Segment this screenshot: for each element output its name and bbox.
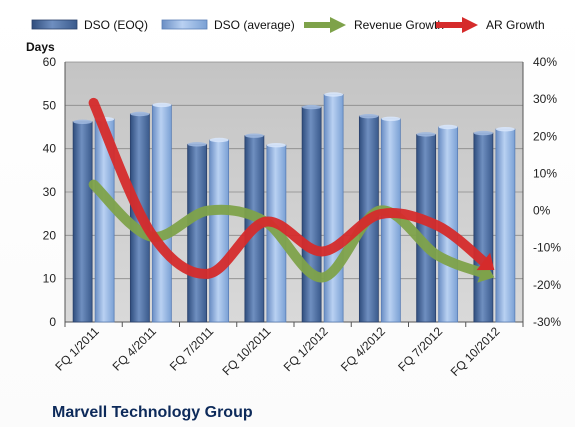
y2-tick-label: 20% <box>533 129 557 143</box>
chart-title: Marvell Technology Group <box>52 404 253 421</box>
y-tick-label: 40 <box>43 142 57 156</box>
y2-tick-label: -30% <box>533 315 561 329</box>
bar-top <box>324 92 344 97</box>
bar-top <box>302 104 322 110</box>
bar-top <box>438 124 458 130</box>
bar-top <box>473 130 493 136</box>
y-tick-label: 50 <box>43 98 57 112</box>
legend-arrow-ar-growth <box>462 17 478 33</box>
x-tick-label: FQ 4/2011 <box>110 324 160 374</box>
bar-top <box>266 143 286 148</box>
y-tick-label: 0 <box>49 315 56 329</box>
legend-label-ar-growth: AR Growth <box>486 18 545 32</box>
x-tick-label: FQ 7/2011 <box>167 324 217 374</box>
ar-growth-arrowhead <box>476 252 495 271</box>
legend-arrow-revenue-growth <box>330 17 346 33</box>
bar-top <box>244 133 264 138</box>
y2-tick-label: 10% <box>533 166 557 180</box>
bar-dso-eoq <box>187 143 208 323</box>
ar-growth-line <box>88 97 491 279</box>
bar-dso-eoq <box>473 132 494 323</box>
y-tick-label: 60 <box>43 55 57 69</box>
y-axis-title: Days <box>26 40 55 54</box>
bar-top <box>416 132 436 137</box>
y-tick-label: 30 <box>43 185 57 199</box>
bar-dso-average <box>495 128 516 323</box>
legend-label-dso-eoq-: DSO (EOQ) <box>84 18 148 32</box>
y2-tick-label: -20% <box>533 278 561 292</box>
revenue-growth-arrowhead <box>477 262 495 283</box>
x-tick-label: FQ 1/2012 <box>281 324 331 374</box>
bar-top <box>187 142 207 147</box>
bar-top <box>359 113 379 119</box>
y-tick-label: 20 <box>43 228 57 242</box>
bar-top <box>209 137 229 143</box>
x-tick-label: FQ 10/2011 <box>219 324 273 378</box>
legend-label-dso-average-: DSO (average) <box>214 18 295 32</box>
y2-tick-label: 40% <box>533 55 557 69</box>
y2-tick-label: -10% <box>533 241 561 255</box>
legend-swatch-dso-eoq- <box>31 19 78 30</box>
bar-top <box>73 119 93 125</box>
bar-dso-average <box>209 139 230 323</box>
bar-dso-eoq <box>301 106 322 323</box>
x-tick-label: FQ 10/2012 <box>448 324 503 379</box>
x-tick-label: FQ 7/2012 <box>395 324 445 374</box>
bar-dso-average <box>151 104 172 323</box>
bar-dso-eoq <box>72 121 93 323</box>
y2-tick-label: 0% <box>533 204 551 218</box>
legend-label-revenue-growth: Revenue Growth <box>354 18 444 32</box>
y2-tick-label: 30% <box>533 92 557 106</box>
bar-top <box>381 116 401 121</box>
bar-dso-average <box>323 94 344 323</box>
x-tick-label: FQ 4/2012 <box>338 324 388 374</box>
bar-top <box>495 126 515 132</box>
bar-top <box>130 111 150 117</box>
y-tick-label: 10 <box>43 272 57 286</box>
x-tick-label: FQ 1/2011 <box>52 324 102 374</box>
bar-top <box>152 102 172 108</box>
legend-swatch-dso-average- <box>161 19 208 30</box>
